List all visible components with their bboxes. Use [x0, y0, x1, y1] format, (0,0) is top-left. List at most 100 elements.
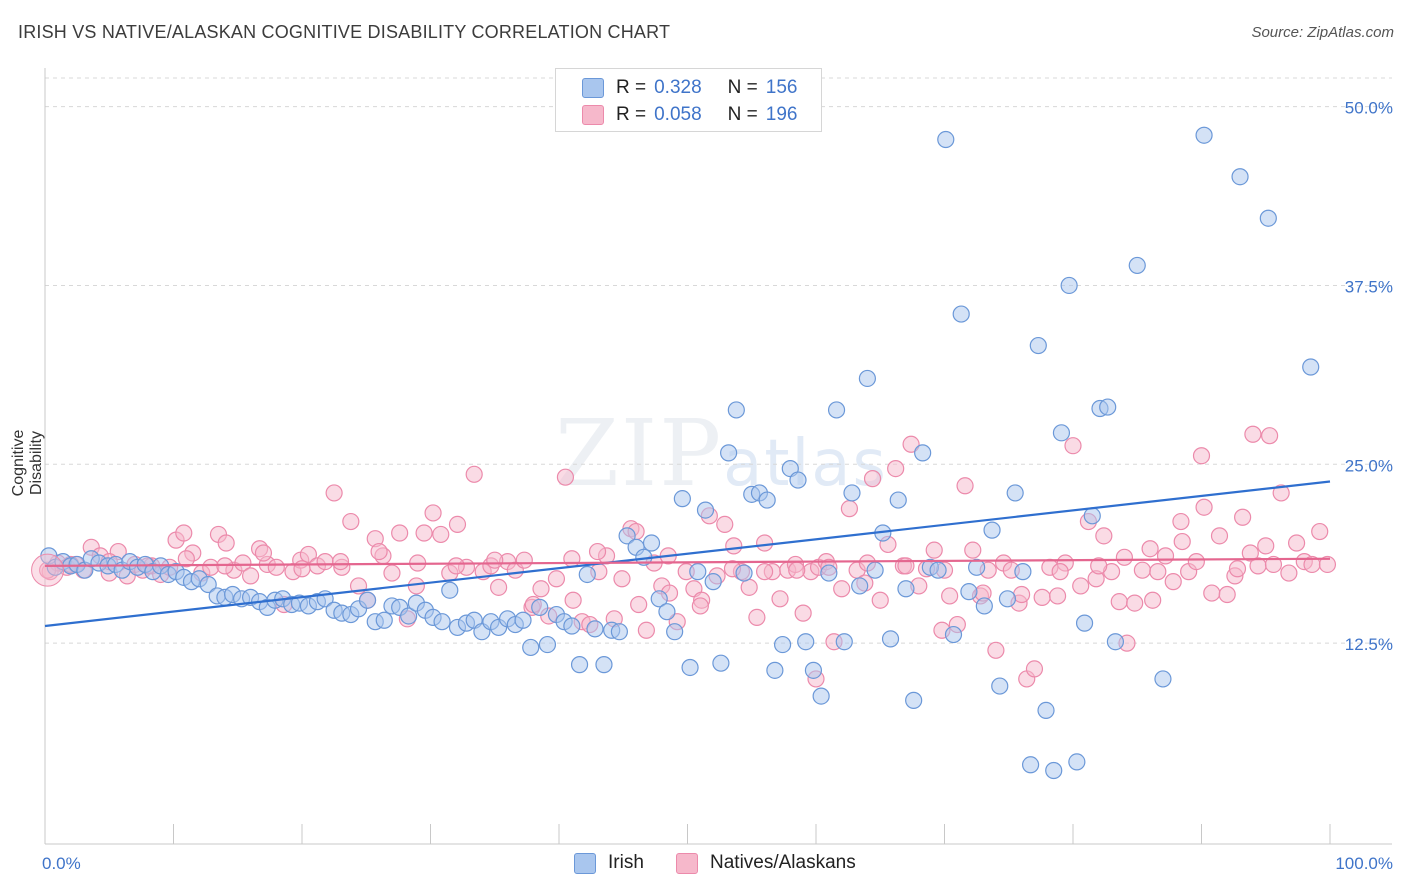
natives-point — [242, 567, 260, 585]
watermark: ZIPatlas — [555, 400, 888, 507]
irish-point — [689, 563, 707, 581]
natives-legend-label: Natives/Alaskans — [710, 852, 856, 873]
irish-point — [1154, 670, 1172, 688]
natives-point — [1244, 425, 1262, 443]
natives-point — [755, 563, 774, 581]
irish-point — [586, 620, 604, 638]
natives-point — [293, 560, 311, 578]
irish-point — [858, 369, 877, 388]
series-legend: Irish Natives/Alaskans — [0, 852, 1406, 876]
natives-point — [1033, 588, 1051, 606]
natives-r-value: 0.058 — [654, 104, 702, 125]
natives-point — [1195, 498, 1213, 516]
natives-point — [1187, 552, 1205, 571]
natives-point — [1144, 591, 1162, 609]
irish-point — [804, 661, 823, 679]
natives-point — [325, 484, 343, 502]
irish-point — [1106, 633, 1125, 651]
irish-point — [937, 130, 955, 149]
irish-point — [358, 591, 377, 609]
irish-point — [998, 590, 1017, 608]
irish-point — [820, 564, 838, 582]
irish-point — [827, 401, 846, 419]
x-tick-label-start: 0.0% — [42, 854, 81, 873]
legend-item-natives[interactable]: Natives/Alaskans — [676, 852, 856, 874]
natives-point — [1280, 564, 1298, 582]
irish-point — [983, 521, 1001, 539]
irish-point — [1029, 336, 1047, 355]
y-axis-label: Cognitive Disability — [10, 429, 45, 497]
natives-point — [691, 597, 709, 615]
natives-point — [177, 550, 195, 568]
irish-point — [1302, 358, 1320, 376]
irish-point — [618, 527, 636, 545]
natives-point — [424, 504, 442, 522]
natives-point — [1318, 555, 1337, 574]
irish-point — [1099, 398, 1117, 416]
natives-point — [31, 553, 65, 587]
irish-point — [929, 561, 947, 579]
irish-point — [650, 590, 668, 608]
irish-point — [712, 654, 730, 672]
natives-point — [547, 570, 566, 588]
irish-point — [720, 444, 738, 462]
natives-point — [863, 470, 882, 488]
irish-point — [914, 444, 932, 462]
natives-n-label: N = — [727, 104, 758, 125]
irish-point — [1128, 256, 1146, 275]
natives-point — [1156, 547, 1175, 565]
natives-point — [1164, 573, 1182, 591]
natives-point — [383, 564, 401, 582]
irish-point — [531, 598, 549, 616]
natives-point — [1228, 560, 1247, 578]
natives-point — [175, 524, 193, 542]
natives-point — [432, 525, 450, 544]
irish-point — [400, 607, 418, 625]
natives-point — [331, 552, 350, 571]
irish-point — [975, 597, 993, 615]
natives-point — [771, 590, 789, 608]
irish-point — [578, 565, 596, 584]
legend-row-irish: R = 0.328 N = 156 — [582, 77, 797, 99]
natives-point — [1095, 527, 1113, 545]
natives-point — [925, 541, 943, 559]
natives-point — [833, 580, 851, 598]
irish-point — [1014, 563, 1032, 581]
natives-point — [1126, 594, 1144, 612]
legend-row-natives: R = 0.058 N = 196 — [582, 104, 797, 126]
natives-point — [342, 512, 360, 531]
natives-point — [1249, 557, 1267, 575]
natives-point — [1261, 427, 1279, 445]
irish-point — [851, 577, 869, 595]
irish-point — [758, 491, 776, 509]
irish-point — [563, 617, 581, 635]
irish-point — [1006, 484, 1024, 502]
natives-point — [788, 561, 806, 579]
natives-point — [1234, 508, 1252, 526]
irish-point — [538, 635, 557, 654]
irish-legend-swatch — [574, 852, 596, 874]
natives-point — [941, 587, 959, 605]
natives-point — [370, 542, 388, 561]
legend-item-irish[interactable]: Irish — [574, 852, 644, 874]
irish-point — [610, 623, 628, 641]
irish-point — [642, 534, 661, 552]
natives-point — [254, 544, 273, 562]
natives-point — [956, 477, 974, 495]
irish-point — [960, 583, 978, 601]
natives-point — [902, 435, 920, 453]
natives-point — [1051, 563, 1069, 581]
irish-point — [727, 401, 745, 419]
irish-point — [1068, 753, 1086, 771]
irish-point — [375, 611, 393, 629]
natives-point — [1115, 548, 1134, 566]
natives-point — [515, 551, 533, 569]
natives-point — [794, 604, 812, 622]
natives-point — [1257, 537, 1275, 555]
natives-point — [267, 558, 285, 576]
natives-point — [556, 468, 575, 486]
irish-point — [1231, 168, 1249, 186]
natives-point — [1311, 522, 1329, 541]
natives-r-label: R = — [616, 104, 647, 125]
irish-point — [441, 581, 459, 599]
